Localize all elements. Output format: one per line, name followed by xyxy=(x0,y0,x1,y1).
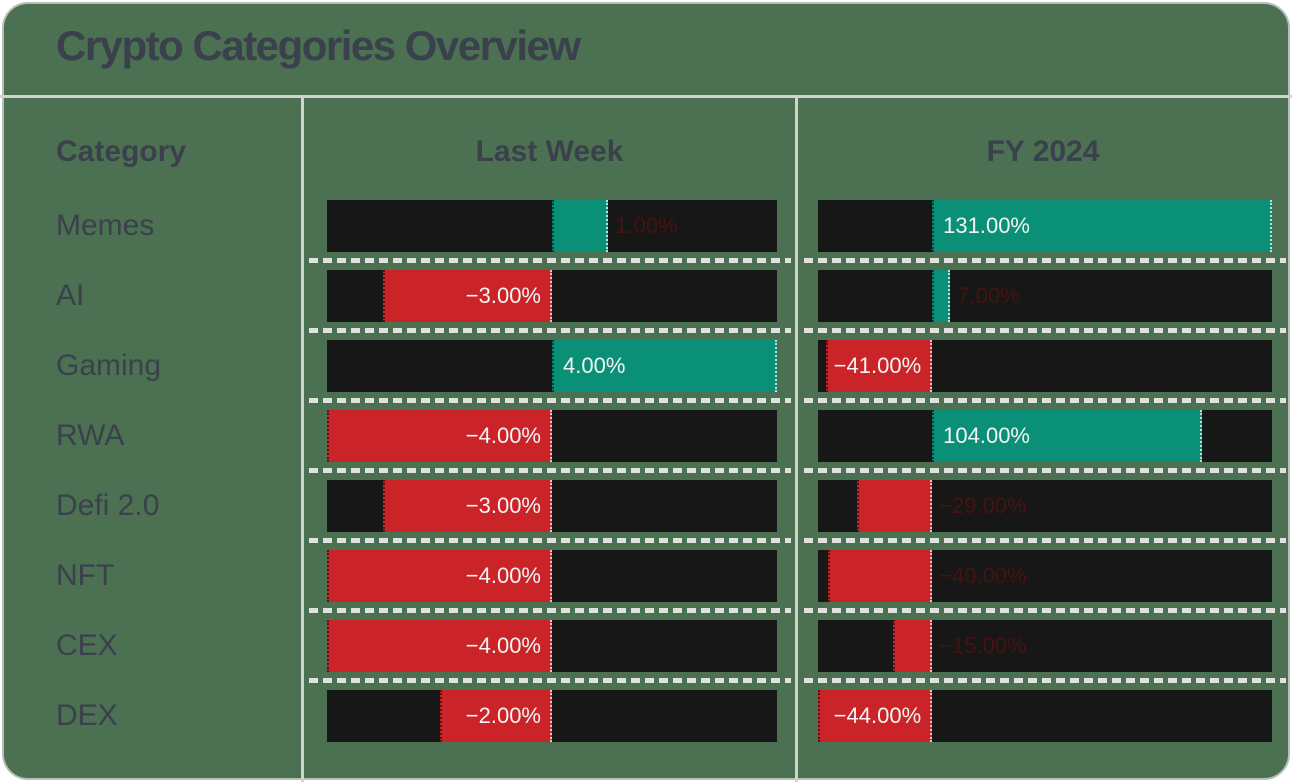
positive-value-bar xyxy=(932,410,1202,462)
row-separator xyxy=(804,468,1286,473)
row-separator xyxy=(309,608,791,613)
negative-value-bar xyxy=(828,550,933,602)
row-separator xyxy=(804,538,1286,543)
bar-value-label: −4.00% xyxy=(465,563,541,588)
column-header-last-week: Last Week xyxy=(475,135,624,168)
title-divider xyxy=(0,95,1292,98)
row-separator xyxy=(309,398,791,403)
bar-value-label: −15.00% xyxy=(939,633,1027,658)
bar-track-last-week: 4.00% xyxy=(327,340,777,392)
row-separator xyxy=(804,678,1286,683)
positive-value-bar xyxy=(552,200,609,252)
bar-value-label: −4.00% xyxy=(465,633,541,658)
bar-track-fy-2024: 131.00% xyxy=(818,200,1272,252)
bar-track-last-week: −2.00% xyxy=(327,690,777,742)
bar-track-fy-2024: −29.00% xyxy=(818,480,1272,532)
bar-value-label: −3.00% xyxy=(465,283,541,308)
bar-value-label: 4.00% xyxy=(563,353,626,378)
column-header-fy-2024: FY 2024 xyxy=(986,135,1100,168)
bar-track-fy-2024: −40.00% xyxy=(818,550,1272,602)
negative-value-bar xyxy=(327,410,552,462)
positive-value-bar xyxy=(552,340,777,392)
negative-value-bar xyxy=(893,620,933,672)
negative-value-bar xyxy=(383,480,552,532)
row-separator xyxy=(309,678,791,683)
positive-value-bar xyxy=(932,270,951,322)
negative-value-bar xyxy=(327,620,552,672)
category-label: Gaming xyxy=(56,349,162,382)
bar-value-label: −4.00% xyxy=(465,423,541,448)
bar-value-label: 1.00% xyxy=(615,213,678,238)
bar-track-fy-2024: −44.00% xyxy=(818,690,1272,742)
bar-value-label: −29.00% xyxy=(939,493,1027,518)
category-label: AI xyxy=(56,279,85,312)
category-label: Memes xyxy=(56,209,155,242)
bar-value-label: −40.00% xyxy=(939,563,1027,588)
bar-value-label: −44.00% xyxy=(833,703,922,728)
category-label: RWA xyxy=(56,419,125,452)
bar-value-label: −2.00% xyxy=(465,703,541,728)
category-label: CEX xyxy=(56,629,118,662)
negative-value-bar xyxy=(327,550,552,602)
positive-value-bar xyxy=(932,200,1272,252)
column-divider-1 xyxy=(301,97,304,782)
row-separator xyxy=(309,258,791,263)
bar-track-last-week: 1.00% xyxy=(327,200,777,252)
bar-track-last-week: −4.00% xyxy=(327,550,777,602)
row-separator xyxy=(309,328,791,333)
negative-value-bar xyxy=(825,340,933,392)
bar-track-last-week: −3.00% xyxy=(327,480,777,532)
bar-track-last-week: −3.00% xyxy=(327,270,777,322)
negative-value-bar xyxy=(383,270,552,322)
category-label: NFT xyxy=(56,559,115,592)
category-label: Defi 2.0 xyxy=(56,489,160,522)
row-separator xyxy=(804,328,1286,333)
row-separator xyxy=(804,258,1286,263)
column-header-category: Category xyxy=(56,135,187,168)
column-divider-2 xyxy=(795,97,798,782)
bar-value-label: 131.00% xyxy=(943,213,1030,238)
category-label: DEX xyxy=(56,699,118,732)
bar-track-fy-2024: 104.00% xyxy=(818,410,1272,462)
row-separator xyxy=(309,538,791,543)
row-separator xyxy=(309,468,791,473)
bar-track-last-week: −4.00% xyxy=(327,620,777,672)
page-title: Crypto Categories Overview xyxy=(56,22,581,69)
row-separator xyxy=(804,398,1286,403)
bar-track-fy-2024: −15.00% xyxy=(818,620,1272,672)
bar-track-fy-2024: −41.00% xyxy=(818,340,1272,392)
row-separator xyxy=(804,608,1286,613)
bar-value-label: −3.00% xyxy=(465,493,541,518)
bar-value-label: 104.00% xyxy=(943,423,1030,448)
bar-track-last-week: −4.00% xyxy=(327,410,777,462)
negative-value-bar xyxy=(856,480,933,532)
bar-value-label: −41.00% xyxy=(833,353,922,378)
bar-value-label: 7.00% xyxy=(957,283,1020,308)
bar-track-fy-2024: 7.00% xyxy=(818,270,1272,322)
negative-value-bar xyxy=(818,690,933,742)
negative-value-bar xyxy=(439,690,552,742)
